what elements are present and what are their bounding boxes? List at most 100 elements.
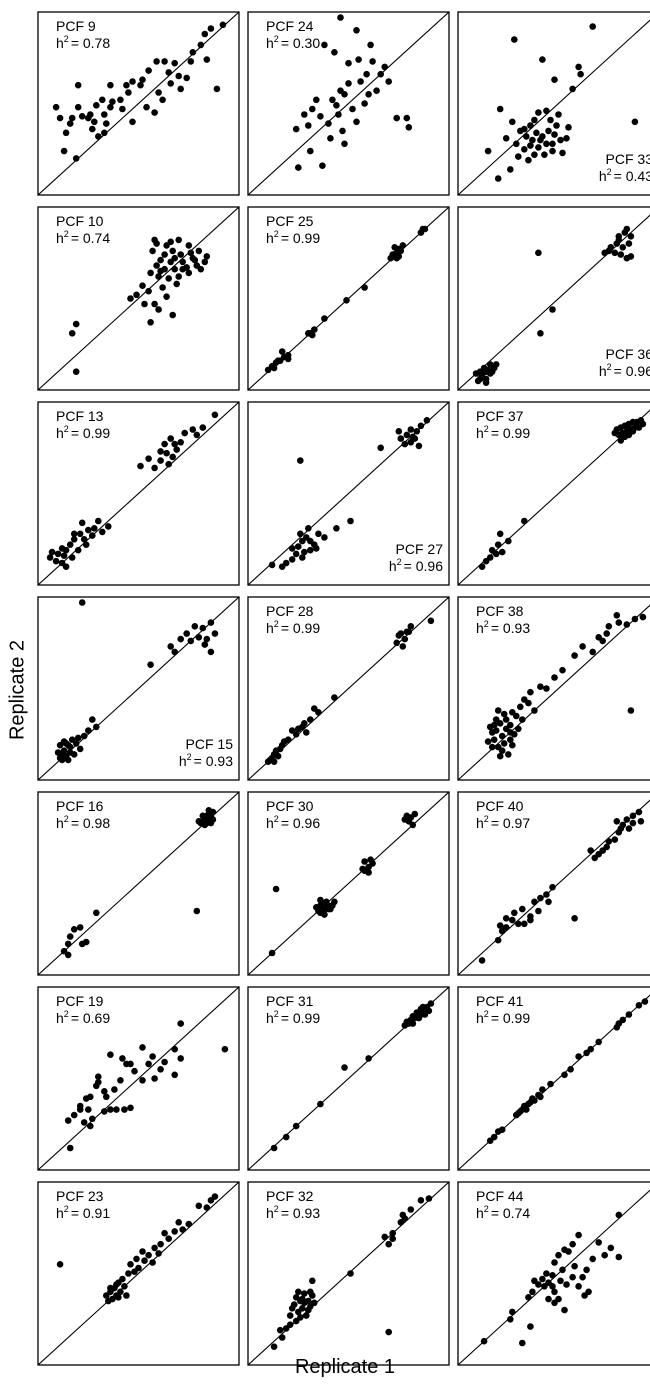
data-point bbox=[64, 940, 72, 948]
data-point bbox=[509, 118, 516, 126]
data-point bbox=[393, 639, 401, 647]
data-point bbox=[91, 118, 98, 126]
data-point bbox=[107, 103, 114, 111]
data-point bbox=[615, 619, 623, 626]
data-point bbox=[427, 617, 435, 625]
data-point bbox=[613, 818, 621, 825]
data-point bbox=[161, 251, 168, 258]
data-point bbox=[151, 464, 158, 472]
data-point bbox=[183, 74, 190, 82]
data-point bbox=[617, 251, 625, 258]
data-point bbox=[343, 297, 350, 304]
data-point bbox=[171, 59, 178, 67]
panel-frame bbox=[457, 11, 650, 196]
data-point bbox=[347, 517, 354, 525]
h2-value: = 0.99 bbox=[281, 230, 321, 246]
h2-superscript: 2 bbox=[607, 167, 612, 177]
data-point bbox=[545, 127, 552, 135]
data-point bbox=[595, 634, 602, 641]
data-point bbox=[569, 1273, 576, 1281]
data-point bbox=[139, 76, 146, 83]
panel-frame bbox=[37, 1181, 240, 1366]
data-point bbox=[527, 916, 534, 924]
h2-symbol: h bbox=[56, 425, 64, 441]
data-point bbox=[389, 253, 397, 260]
heritability-label: h2 = 0.98 bbox=[56, 814, 110, 831]
h2-value: = 0.74 bbox=[491, 1205, 531, 1221]
data-point bbox=[145, 455, 152, 463]
data-point bbox=[331, 898, 338, 906]
data-point bbox=[639, 420, 647, 428]
data-point bbox=[498, 732, 506, 740]
h2-value: = 0.93 bbox=[194, 753, 234, 769]
data-point bbox=[513, 140, 520, 148]
data-point bbox=[341, 140, 348, 148]
data-point bbox=[367, 41, 374, 49]
data-point bbox=[72, 320, 80, 328]
data-point bbox=[361, 858, 368, 865]
data-point bbox=[163, 242, 170, 249]
data-point bbox=[197, 41, 205, 49]
heritability-label: h2 = 0.78 bbox=[56, 34, 110, 51]
data-point bbox=[270, 758, 278, 765]
data-point bbox=[531, 1277, 538, 1285]
data-point bbox=[321, 534, 328, 541]
data-point bbox=[151, 1075, 158, 1082]
data-point bbox=[155, 1250, 162, 1257]
data-point bbox=[193, 907, 201, 915]
data-point bbox=[161, 1229, 168, 1237]
data-point bbox=[405, 124, 413, 131]
data-point bbox=[543, 1270, 550, 1277]
data-point bbox=[290, 1301, 298, 1308]
data-point bbox=[78, 519, 86, 527]
data-point bbox=[72, 740, 80, 747]
identity-line bbox=[38, 987, 239, 1170]
heritability-label: h2 = 0.69 bbox=[56, 1009, 110, 1026]
data-point bbox=[68, 554, 76, 561]
identity-line bbox=[458, 19, 650, 195]
panel-frame bbox=[247, 206, 450, 391]
data-point bbox=[537, 330, 544, 337]
h2-value: = 0.99 bbox=[281, 1010, 321, 1026]
panel-frame bbox=[247, 11, 450, 196]
heritability-label: h2 = 0.74 bbox=[476, 1204, 530, 1221]
data-point bbox=[286, 1312, 294, 1319]
data-point bbox=[179, 258, 186, 266]
identity-line bbox=[38, 207, 239, 390]
data-point bbox=[409, 433, 417, 441]
heritability-label: h2 = 0.99 bbox=[266, 619, 320, 636]
data-point bbox=[583, 1049, 590, 1057]
data-point bbox=[627, 233, 635, 240]
data-point bbox=[511, 909, 518, 917]
data-point bbox=[415, 442, 423, 450]
data-point bbox=[121, 1106, 128, 1113]
data-point bbox=[559, 149, 566, 157]
data-point bbox=[72, 368, 80, 376]
h2-value: = 0.96 bbox=[404, 558, 444, 574]
panel-title: PCF 40 bbox=[476, 798, 524, 814]
data-point bbox=[563, 1281, 570, 1288]
panel-plot-area bbox=[248, 402, 449, 585]
panel-title: PCF 33 bbox=[606, 151, 650, 167]
data-point bbox=[551, 1288, 558, 1296]
data-point bbox=[129, 78, 136, 85]
h2-symbol: h bbox=[266, 1010, 274, 1026]
data-point bbox=[85, 114, 92, 122]
data-point bbox=[131, 1067, 138, 1075]
data-point bbox=[93, 909, 100, 917]
data-point bbox=[502, 915, 510, 922]
data-point bbox=[611, 249, 619, 257]
data-point bbox=[509, 1308, 516, 1316]
h2-value: = 0.93 bbox=[281, 1205, 321, 1221]
data-point bbox=[193, 262, 201, 269]
data-point bbox=[401, 440, 409, 448]
data-point bbox=[353, 118, 360, 126]
data-point bbox=[381, 1233, 389, 1241]
data-point bbox=[171, 648, 178, 656]
heritability-label: h2 = 0.96 bbox=[266, 814, 320, 831]
identity-line bbox=[458, 214, 650, 390]
h2-symbol: h bbox=[56, 815, 64, 831]
